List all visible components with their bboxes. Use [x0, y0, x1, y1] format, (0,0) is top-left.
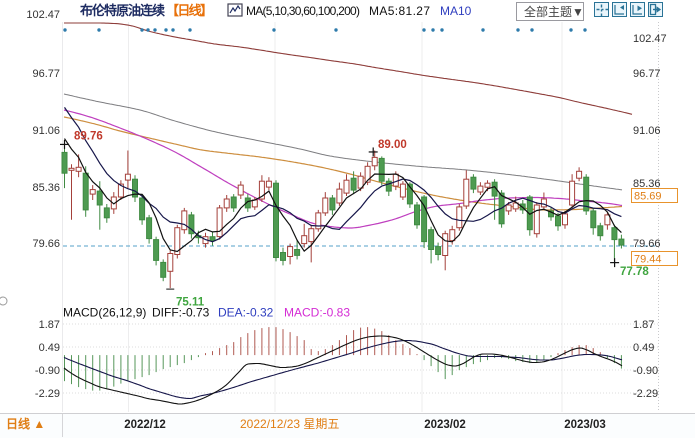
svg-text:1.87: 1.87: [39, 319, 60, 331]
svg-text:89.76: 89.76: [74, 131, 103, 143]
svg-text:MA10: MA10: [440, 4, 472, 18]
svg-text:日线 ▲: 日线 ▲: [6, 416, 45, 431]
svg-text:102.47: 102.47: [26, 9, 60, 21]
svg-text:【日线】: 【日线】: [166, 3, 213, 18]
svg-text:0.49: 0.49: [39, 342, 60, 354]
svg-text:89.00: 89.00: [378, 139, 407, 151]
svg-text:79.44: 79.44: [634, 254, 662, 266]
svg-text:-2.29: -2.29: [35, 388, 60, 400]
svg-text:MACD:-0.83: MACD:-0.83: [284, 306, 350, 320]
svg-text:2022/12: 2022/12: [124, 419, 166, 431]
svg-text:96.77: 96.77: [633, 68, 661, 80]
svg-text:DIFF:-0.73: DIFF:-0.73: [152, 306, 210, 320]
svg-text:102.47: 102.47: [633, 33, 667, 45]
svg-text:MACD(26,12,9): MACD(26,12,9): [63, 306, 146, 320]
svg-text:85.69: 85.69: [634, 191, 662, 203]
svg-text:2023/03: 2023/03: [564, 419, 606, 431]
svg-text:布伦特原油连续: 布伦特原油连续: [80, 3, 165, 18]
svg-text:75.11: 75.11: [176, 297, 205, 309]
svg-text:85.36: 85.36: [32, 182, 60, 194]
svg-text:79.66: 79.66: [32, 238, 60, 250]
svg-text:MA(5,10,30,60,100,200): MA(5,10,30,60,100,200): [246, 4, 360, 18]
svg-text:-0.90: -0.90: [35, 365, 60, 377]
svg-text:85.36: 85.36: [633, 178, 661, 190]
svg-text:全部主题▼: 全部主题▼: [524, 4, 584, 19]
svg-text:79.66: 79.66: [633, 238, 661, 250]
svg-text:1.87: 1.87: [633, 319, 654, 331]
svg-text:DEA:-0.32: DEA:-0.32: [218, 306, 274, 320]
svg-text:2023/02: 2023/02: [424, 419, 466, 431]
svg-text:MA5:81.27: MA5:81.27: [369, 4, 430, 18]
svg-text:-2.29: -2.29: [633, 388, 658, 400]
svg-text:91.06: 91.06: [32, 125, 60, 137]
svg-text:91.06: 91.06: [633, 125, 661, 137]
svg-text:0.49: 0.49: [633, 342, 654, 354]
svg-text:96.77: 96.77: [32, 68, 60, 80]
svg-text:2022/12/23 星期五: 2022/12/23 星期五: [240, 417, 339, 431]
svg-text:77.78: 77.78: [620, 266, 649, 278]
svg-text:-0.90: -0.90: [633, 365, 658, 377]
